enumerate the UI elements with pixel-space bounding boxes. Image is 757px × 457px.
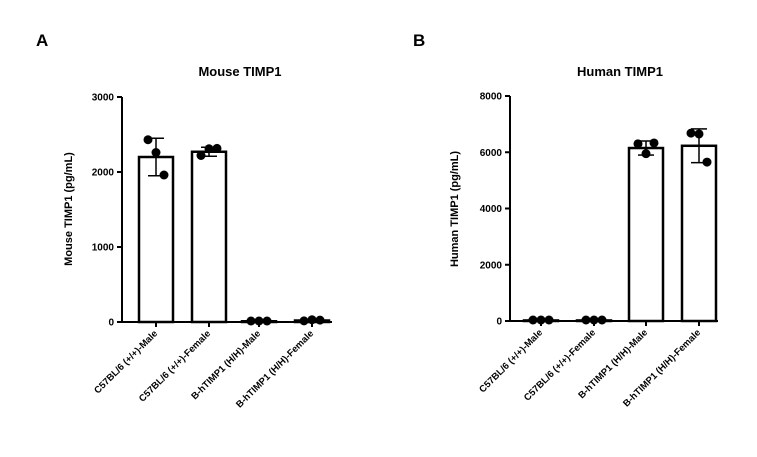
- data-point-b: [649, 138, 659, 148]
- data-point-b: [694, 129, 704, 139]
- data-point-a: [151, 148, 161, 157]
- data-point-b: [536, 315, 546, 325]
- bar-b: [627, 146, 665, 323]
- y-tick-label-b: 4000: [480, 204, 503, 215]
- bar-a: [190, 150, 228, 324]
- data-point-a: [315, 315, 325, 325]
- y-tick-label-a: 2000: [92, 168, 115, 179]
- y-tick-label-a: 3000: [92, 93, 115, 104]
- data-point-b: [633, 139, 643, 149]
- data-point-a: [143, 135, 153, 145]
- data-point-a: [204, 144, 214, 154]
- data-point-a: [307, 315, 317, 325]
- data-point-b: [528, 315, 538, 325]
- data-point-a: [262, 316, 272, 326]
- data-point-b: [686, 128, 696, 138]
- panel-b: B Human TIMP1 Human TIMP1 (pg/mL) 0 2000 4…: [413, 31, 718, 409]
- y-tick-label-a: 1000: [92, 243, 115, 254]
- data-point-a: [159, 170, 169, 180]
- data-point-b: [597, 315, 607, 325]
- y-axis-label-a: Mouse TIMP1 (pg/mL): [63, 152, 75, 266]
- data-point-b: [589, 315, 599, 325]
- panel-letter-b: B: [413, 31, 425, 50]
- y-tick-label-b: 8000: [480, 92, 503, 103]
- y-axis-label-b: Human TIMP1 (pg/mL): [449, 151, 461, 267]
- panel-letter-a: A: [36, 31, 48, 50]
- y-tick-label-b: 6000: [480, 148, 503, 159]
- data-point-a: [299, 316, 309, 326]
- y-tick-label-b: 0: [496, 317, 502, 328]
- bar-b: [680, 144, 718, 323]
- y-tick-label-b: 2000: [480, 260, 503, 271]
- bar-a: [137, 155, 175, 324]
- chart-title-a: Mouse TIMP1: [198, 64, 281, 79]
- chart-title-b: Human TIMP1: [577, 64, 663, 79]
- panel-a: A Mouse TIMP1 Mouse TIMP1 (pg/mL) 0 1000 2…: [36, 31, 332, 410]
- data-point-a: [254, 316, 264, 326]
- data-point-b: [641, 149, 651, 159]
- data-point-b: [581, 315, 591, 325]
- data-point-a: [196, 151, 206, 160]
- data-point-b: [544, 315, 554, 325]
- y-tick-label-a: 0: [108, 318, 114, 329]
- data-point-a: [246, 316, 256, 326]
- data-point-a: [212, 143, 222, 153]
- data-point-b: [702, 157, 712, 167]
